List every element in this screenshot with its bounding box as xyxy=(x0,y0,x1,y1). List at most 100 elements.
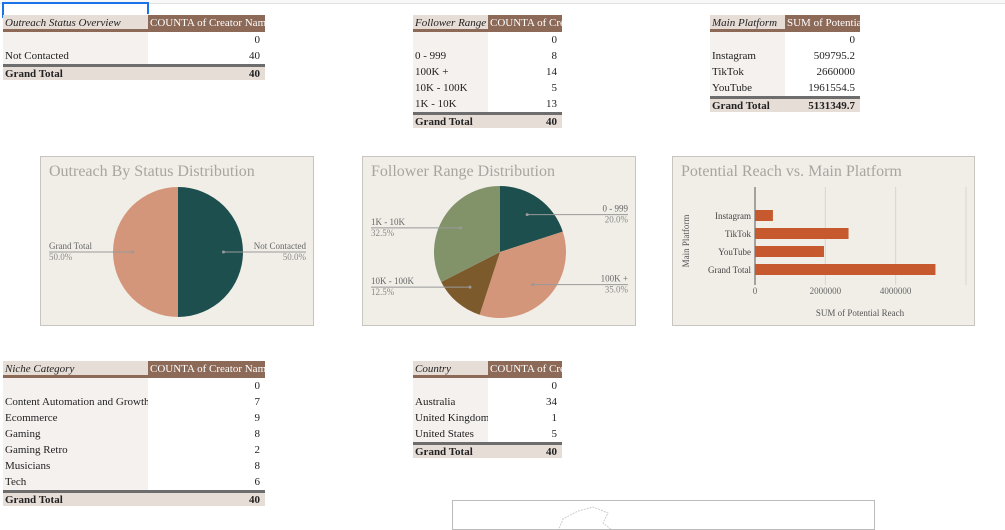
tick-label: 2000000 xyxy=(810,286,842,296)
grand-total-row: Grand Total 5131349.7 xyxy=(710,96,860,112)
row-header-label: Follower Range xyxy=(413,15,488,29)
category-label: YouTube xyxy=(718,247,751,257)
table-row: 0 xyxy=(3,32,265,48)
slice-percent: 35.0% xyxy=(605,285,629,295)
row-value: 7 xyxy=(254,396,261,408)
bar[interactable] xyxy=(755,210,773,221)
slice-percent: 12.5% xyxy=(371,287,395,297)
row-value: 5 xyxy=(551,428,558,440)
row-label xyxy=(413,32,488,48)
row-label xyxy=(3,32,148,48)
pie-slice[interactable] xyxy=(178,187,243,317)
tick-label: 4000000 xyxy=(880,286,912,296)
table-row: TikTok 2660000 xyxy=(710,64,860,80)
slice-label: 1K - 10K xyxy=(371,217,405,227)
sheet-grid xyxy=(0,0,1005,4)
total-value: 40 xyxy=(249,494,260,506)
map-chart[interactable] xyxy=(452,500,875,530)
row-label: 0 - 999 xyxy=(413,48,488,64)
table-row: Not Contacted 40 xyxy=(3,48,265,64)
pie-slice[interactable] xyxy=(500,186,563,252)
row-value: 13 xyxy=(546,98,557,110)
tick-label: 0 xyxy=(753,286,758,296)
value-header-label: COUNTA of Creator Name xyxy=(488,361,562,375)
row-label: United States xyxy=(413,426,488,442)
row-label: Tech xyxy=(3,474,148,490)
pivot-outreach[interactable]: Outreach Status Overview COUNTA of Creato… xyxy=(3,15,265,80)
leader-dot xyxy=(131,250,134,254)
row-value: 40 xyxy=(249,50,260,62)
row-value: 0 xyxy=(551,34,558,46)
row-label: 10K - 100K xyxy=(413,80,488,96)
grand-total-row: Grand Total 40 xyxy=(413,112,562,128)
bar[interactable] xyxy=(755,264,936,275)
reach-bar-chart[interactable]: Potential Reach vs. Main Platform Instag… xyxy=(672,156,975,326)
bar[interactable] xyxy=(755,246,824,257)
row-value: 8 xyxy=(551,50,558,62)
row-header-label: Niche Category xyxy=(3,361,148,375)
grand-total-row: Grand Total 40 xyxy=(3,64,265,80)
pivot-niche[interactable]: Niche Category COUNTA of Creator Name 0 Con… xyxy=(3,361,265,506)
grand-total-row: Grand Total 40 xyxy=(413,442,562,458)
row-value: 1 xyxy=(551,412,558,424)
pie-slice[interactable] xyxy=(441,252,500,315)
row-label: Not Contacted xyxy=(3,48,148,64)
table-row: YouTube 1961554.5 xyxy=(710,80,860,96)
row-label: Gaming xyxy=(3,426,148,442)
pie-slice[interactable] xyxy=(113,187,178,317)
table-row: 1K - 10K 13 xyxy=(413,96,562,112)
slice-percent: 32.5% xyxy=(371,228,395,238)
outreach-pie-chart[interactable]: Outreach By Status Distribution Not Cont… xyxy=(40,156,314,326)
table-row: Instagram 509795.2 xyxy=(710,48,860,64)
table-row: 0 - 999 8 xyxy=(413,48,562,64)
slice-label: Not Contacted xyxy=(254,241,307,251)
table-row: Musicians 8 xyxy=(3,458,265,474)
pie-slice[interactable] xyxy=(434,186,500,282)
total-label: Grand Total xyxy=(712,100,770,112)
row-value: 509795.2 xyxy=(813,50,855,62)
value-header-label: COUNTA of Creator Name xyxy=(488,15,562,29)
slice-percent: 50.0% xyxy=(49,252,73,262)
row-label: Instagram xyxy=(710,48,785,64)
row-label xyxy=(710,32,785,48)
table-row: 0 xyxy=(413,378,562,394)
table-row: Gaming Retro 2 xyxy=(3,442,265,458)
row-label: TikTok xyxy=(710,64,785,80)
row-header-label: Outreach Status Overview xyxy=(3,15,148,29)
row-value: 8 xyxy=(254,428,261,440)
table-header: Niche Category COUNTA of Creator Name xyxy=(3,361,265,378)
row-value: 0 xyxy=(849,34,856,46)
row-label xyxy=(3,378,148,394)
chart-title: Outreach By Status Distribution xyxy=(49,163,255,180)
table-row: 0 xyxy=(710,32,860,48)
value-header-label: COUNTA of Creator Name xyxy=(148,361,265,375)
row-header-label: Main Platform xyxy=(710,15,785,29)
table-row: Content Automation and Growth 7 xyxy=(3,394,265,410)
slice-percent: 20.0% xyxy=(605,215,629,225)
follower-pie-chart[interactable]: Follower Range Distribution 0 - 999 20.0%… xyxy=(362,156,636,326)
slice-label: 0 - 999 xyxy=(603,204,629,214)
chart-title: Follower Range Distribution xyxy=(371,163,555,180)
grand-total-row: Grand Total 40 xyxy=(3,490,265,506)
leader-dot xyxy=(459,226,463,230)
row-label: 100K + xyxy=(413,64,488,80)
row-value: 34 xyxy=(546,396,557,408)
chart-title: Potential Reach vs. Main Platform xyxy=(681,163,902,180)
table-row: 10K - 100K 5 xyxy=(413,80,562,96)
total-value: 40 xyxy=(546,446,557,458)
total-label: Grand Total xyxy=(415,446,473,458)
bar[interactable] xyxy=(755,228,849,239)
leader-dot xyxy=(531,283,535,287)
row-label: Gaming Retro xyxy=(3,442,148,458)
table-row: 100K + 14 xyxy=(413,64,562,80)
row-label: Australia xyxy=(413,394,488,410)
pie-slice[interactable] xyxy=(479,231,566,318)
total-label: Grand Total xyxy=(415,116,473,128)
row-label: 1K - 10K xyxy=(413,96,488,112)
table-row: United Kingdom 1 xyxy=(413,410,562,426)
category-label: Grand Total xyxy=(708,265,751,275)
